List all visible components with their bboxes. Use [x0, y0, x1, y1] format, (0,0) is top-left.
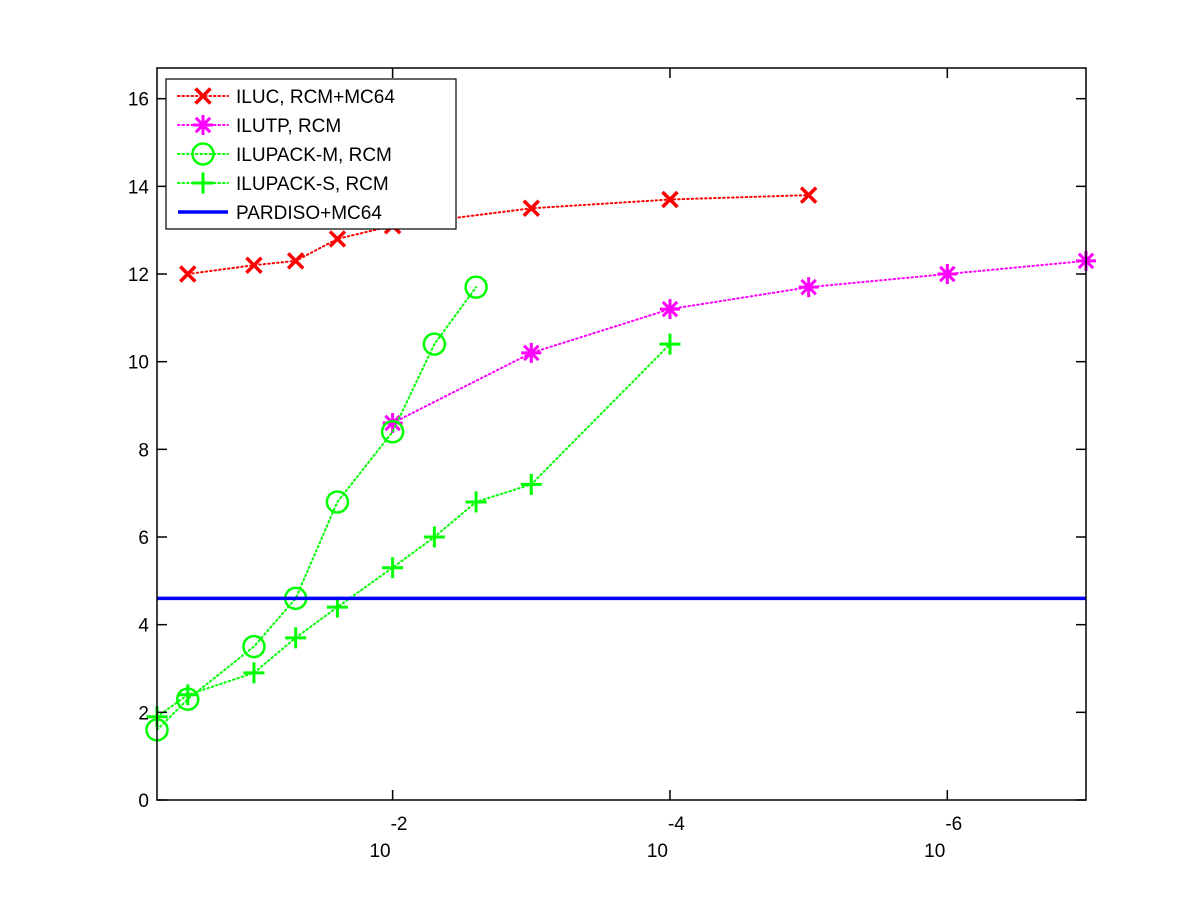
series-3	[146, 333, 681, 728]
data-point	[328, 230, 347, 248]
marker-stroke	[242, 634, 266, 659]
marker-stroke	[939, 265, 956, 283]
x-tick-label-base: 10	[924, 841, 945, 862]
marker-stroke	[422, 332, 447, 356]
data-point	[798, 277, 819, 298]
data-point	[521, 342, 542, 363]
data-point	[380, 420, 405, 444]
data-point	[243, 662, 265, 684]
data-point	[382, 557, 404, 579]
series-line	[186, 194, 810, 275]
legend-marker	[191, 142, 215, 166]
series-line	[156, 343, 671, 718]
data-point	[937, 264, 958, 285]
x-tick-label-exponent: -2	[391, 814, 408, 835]
series-line	[391, 259, 1087, 424]
marker-stroke	[286, 252, 305, 270]
marker-stroke	[194, 116, 212, 134]
x-tick-label-exponent: -4	[668, 814, 685, 835]
marker-stroke	[661, 300, 679, 318]
legend-label: ILUPACK-S, RCM	[236, 174, 389, 195]
y-tick-label: 2	[138, 703, 149, 724]
data-point	[799, 186, 818, 204]
legend-marker	[194, 87, 212, 105]
marker-stroke	[191, 142, 215, 166]
marker-stroke	[194, 87, 212, 105]
legend: ILUC, RCM+MC64 ILUTP, RCM ILUPACK-M, RCM IL…	[165, 78, 457, 230]
data-point	[177, 684, 199, 706]
marker-stroke	[800, 278, 817, 296]
y-tick-label: 14	[128, 177, 150, 198]
legend-entry-0: ILUC, RCM+MC64	[177, 87, 395, 108]
marker-stroke	[799, 186, 818, 204]
y-tick-label: 0	[138, 791, 149, 812]
data-point	[242, 634, 266, 659]
marker-stroke	[245, 256, 263, 274]
data-point	[285, 627, 307, 649]
legend-label: ILUPACK-M, RCM	[236, 145, 392, 166]
data-point	[522, 199, 541, 218]
marker-stroke	[661, 190, 679, 209]
y-tick-label: 4	[138, 616, 149, 637]
series-layer	[145, 186, 1096, 742]
marker-stroke	[328, 230, 347, 248]
marker-stroke	[522, 199, 541, 218]
series-0	[179, 186, 818, 283]
data-point	[659, 333, 681, 355]
x-tick-label-base: 10	[369, 841, 390, 862]
data-point	[465, 491, 487, 513]
marker-stroke	[523, 344, 540, 362]
legend-label: ILUC, RCM+MC64	[236, 87, 395, 108]
legend-label: ILUTP, RCM	[236, 116, 341, 137]
y-tick-label: 6	[138, 528, 149, 549]
data-point	[422, 332, 447, 356]
x-tick-label-base: 10	[647, 841, 668, 862]
data-point	[423, 526, 445, 548]
data-point	[286, 252, 305, 270]
legend-marker	[193, 115, 213, 135]
x-tick-label-exponent: -6	[945, 814, 962, 835]
marker-stroke	[384, 414, 401, 432]
data-point	[659, 299, 680, 320]
marker-stroke	[325, 490, 350, 514]
marker-stroke	[464, 275, 488, 299]
y-tick-label: 12	[128, 265, 149, 286]
data-point	[179, 265, 197, 283]
axes-frame	[156, 67, 1087, 801]
y-tick-label: 8	[138, 440, 149, 461]
marker-stroke	[179, 265, 197, 283]
data-point	[520, 473, 542, 495]
legend-marker	[192, 172, 214, 194]
series-1	[382, 250, 1096, 434]
data-point	[661, 190, 679, 209]
legend-label: PARDISO+MC64	[236, 203, 382, 224]
legend-entry-1: ILUTP, RCM	[177, 115, 341, 137]
y-tick-label: 16	[128, 90, 149, 111]
data-point	[245, 256, 263, 274]
marker-stroke	[380, 420, 405, 444]
data-point	[464, 275, 488, 299]
legend-entry-3: ILUPACK-S, RCM	[177, 172, 389, 195]
legend-entry-2: ILUPACK-M, RCM	[177, 142, 392, 166]
legend-entry-4: PARDISO+MC64	[178, 203, 382, 224]
y-tick-label: 10	[128, 353, 149, 374]
data-point	[325, 490, 350, 514]
